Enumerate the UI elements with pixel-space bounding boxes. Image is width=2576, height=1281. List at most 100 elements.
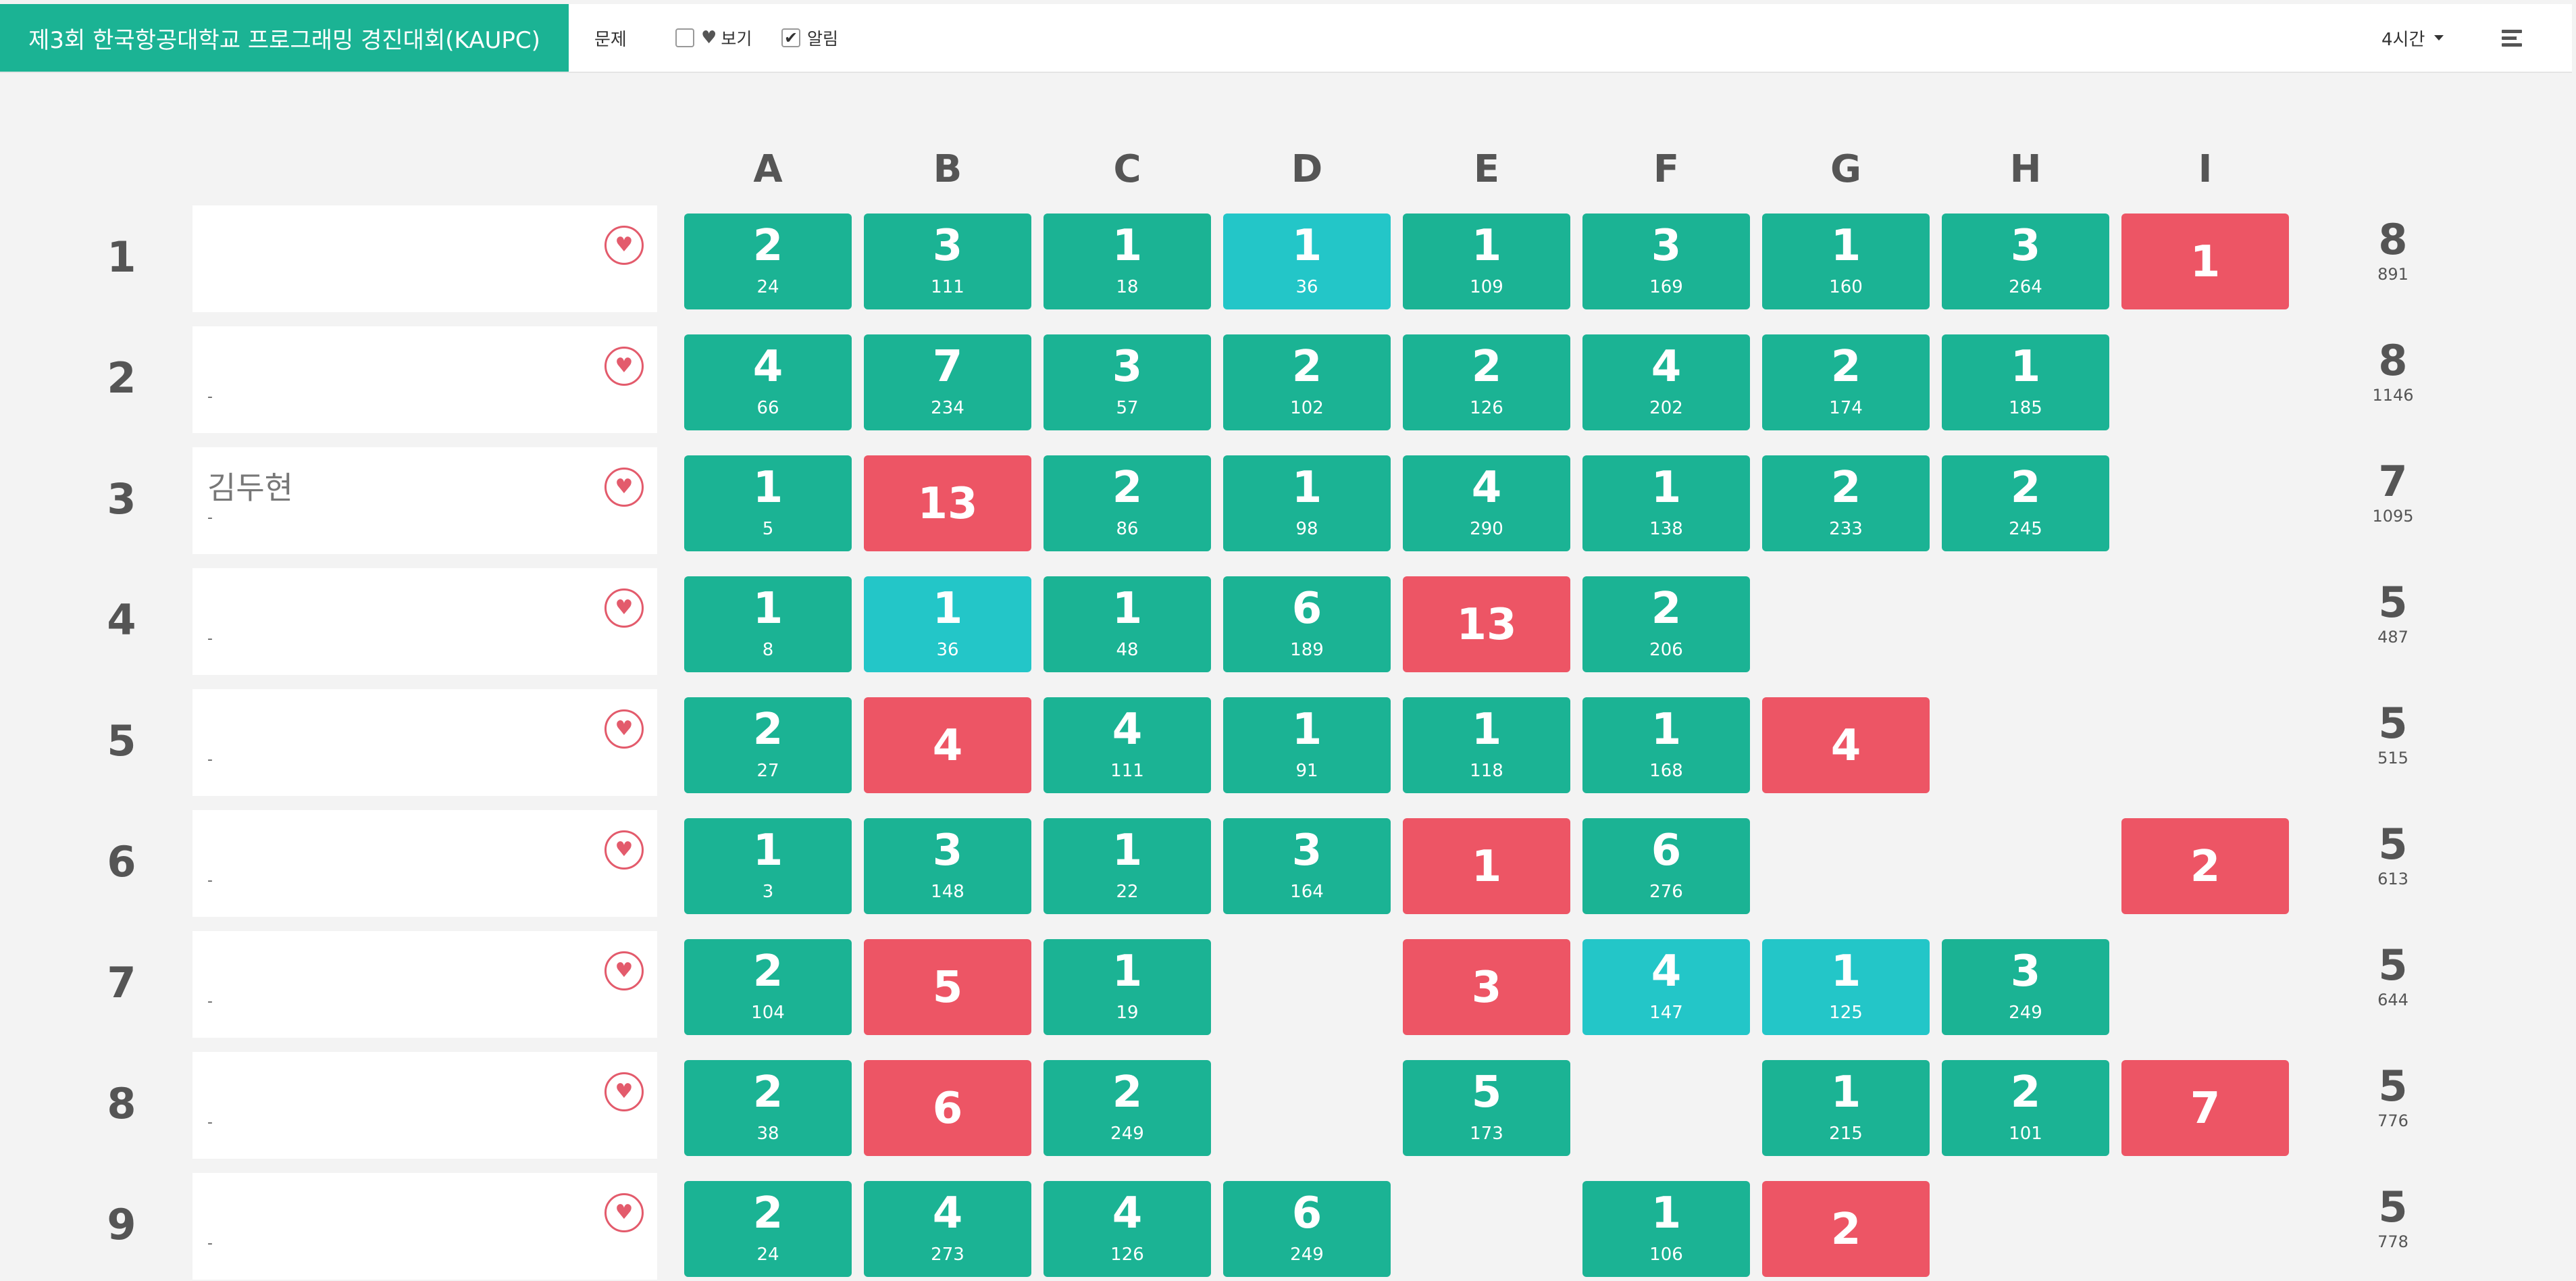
problem-cell-c[interactable]: 1 19 <box>1044 939 1211 1035</box>
problem-cell-e[interactable]: 3 <box>1403 939 1570 1035</box>
problem-cell-b[interactable]: 5 <box>864 939 1031 1035</box>
problem-cell-f[interactable]: 4 202 <box>1582 334 1750 430</box>
problem-cell-f[interactable]: 3 169 <box>1582 214 1750 309</box>
favorite-heart-icon[interactable]: ♥ <box>604 1072 644 1111</box>
problem-cell-a[interactable]: 2 38 <box>684 1060 852 1156</box>
problem-cell-b[interactable]: 7 234 <box>864 334 1031 430</box>
alarm-toggle[interactable]: ✔ 알림 <box>781 4 838 72</box>
problem-cell-d[interactable]: 6 249 <box>1223 1181 1391 1277</box>
penalty-time: 644 <box>2377 990 2408 1009</box>
favorite-heart-icon[interactable]: ♥ <box>604 468 644 507</box>
rank: 5 <box>107 716 136 765</box>
problem-cell-g[interactable]: 2 <box>1762 1181 1930 1277</box>
problem-cell-b[interactable]: 3 148 <box>864 818 1031 914</box>
problem-cell-a[interactable]: 2 24 <box>684 1181 852 1277</box>
problem-cell-b[interactable]: 1 36 <box>864 576 1031 672</box>
problem-cell-d[interactable]: 6 189 <box>1223 576 1391 672</box>
problem-header-b[interactable]: B <box>933 147 962 191</box>
problem-header-i[interactable]: I <box>2198 147 2213 191</box>
favorite-heart-icon[interactable]: ♥ <box>604 588 644 628</box>
problem-cell-a[interactable]: 2 104 <box>684 939 852 1035</box>
favorite-heart-icon[interactable]: ♥ <box>604 709 644 749</box>
problem-cell-d[interactable]: 1 36 <box>1223 214 1391 309</box>
favorite-heart-icon[interactable]: ♥ <box>604 830 644 870</box>
problem-cell-c[interactable]: 4 111 <box>1044 697 1211 793</box>
problems-menu[interactable]: 문제 <box>594 29 627 50</box>
table-row: 8- ♥ 5 776 2 38 6 2 249 5 173 1 215 2 101 7 <box>0 1052 2576 1160</box>
time-dropdown[interactable]: 4시간 <box>2381 4 2444 72</box>
list-menu-icon[interactable] <box>2502 30 2522 47</box>
problem-header-g[interactable]: G <box>1830 147 1861 191</box>
attempt-count: 2 <box>752 221 783 271</box>
problem-cell-g[interactable]: 1 215 <box>1762 1060 1930 1156</box>
problem-cell-h[interactable]: 3 264 <box>1942 214 2109 309</box>
problem-cell-i[interactable]: 2 <box>2121 818 2289 914</box>
problem-cell-h[interactable]: 2 101 <box>1942 1060 2109 1156</box>
problem-cell-b[interactable]: 4 <box>864 697 1031 793</box>
problem-cell-e[interactable]: 13 <box>1403 576 1570 672</box>
problem-cell-c[interactable]: 1 48 <box>1044 576 1211 672</box>
problem-cell-i[interactable]: 1 <box>2121 214 2289 309</box>
attempt-count: 2 <box>1830 342 1861 392</box>
problem-cell-e[interactable]: 5 173 <box>1403 1060 1570 1156</box>
problem-cell-a[interactable]: 4 66 <box>684 334 852 430</box>
problem-cell-b[interactable]: 6 <box>864 1060 1031 1156</box>
problem-cell-a[interactable]: 2 27 <box>684 697 852 793</box>
problem-cell-e[interactable]: 1 109 <box>1403 214 1570 309</box>
problem-cell-f[interactable]: 1 168 <box>1582 697 1750 793</box>
problem-cell-g[interactable]: 1 125 <box>1762 939 1930 1035</box>
problem-header-d[interactable]: D <box>1291 147 1323 191</box>
problem-cell-e[interactable]: 2 126 <box>1403 334 1570 430</box>
problem-cell-g[interactable]: 2 174 <box>1762 334 1930 430</box>
problem-header-h[interactable]: H <box>2009 147 2042 191</box>
problem-cell-c[interactable]: 1 18 <box>1044 214 1211 309</box>
problem-header-c[interactable]: C <box>1113 147 1141 191</box>
problem-cell-f[interactable]: 4 147 <box>1582 939 1750 1035</box>
problem-cell-h[interactable]: 3 249 <box>1942 939 2109 1035</box>
problem-cell-c[interactable]: 2 86 <box>1044 455 1211 551</box>
problem-cell-f[interactable]: 1 106 <box>1582 1181 1750 1277</box>
penalty-time: 1146 <box>2372 386 2414 405</box>
problem-cell-d[interactable]: 2 102 <box>1223 334 1391 430</box>
problem-cell-b[interactable]: 4 273 <box>864 1181 1031 1277</box>
problem-cell-g[interactable]: 2 233 <box>1762 455 1930 551</box>
problem-header-a[interactable]: A <box>753 147 783 191</box>
problem-cell-d[interactable]: 3 164 <box>1223 818 1391 914</box>
table-row: 1 ♥ 8 891 2 24 3 111 1 18 1 36 1 109 3 169 1 160 3 264 1 <box>0 205 2576 313</box>
problem-cell-g[interactable]: 1 160 <box>1762 214 1930 309</box>
problem-cell-f[interactable]: 2 206 <box>1582 576 1750 672</box>
problem-cell-c[interactable]: 3 57 <box>1044 334 1211 430</box>
problem-cell-c[interactable]: 2 249 <box>1044 1060 1211 1156</box>
favorite-heart-icon[interactable]: ♥ <box>604 951 644 990</box>
problem-cell-c[interactable]: 4 126 <box>1044 1181 1211 1277</box>
problem-header-e[interactable]: E <box>1473 147 1500 191</box>
problem-cell-h[interactable]: 1 185 <box>1942 334 2109 430</box>
contest-title[interactable]: 제3회 한국항공대학교 프로그래밍 경진대회(KAUPC) <box>0 4 569 72</box>
view-favorites-toggle[interactable]: ♥ 보기 <box>675 4 752 72</box>
problem-cell-d[interactable]: 1 98 <box>1223 455 1391 551</box>
problem-cell-e[interactable]: 1 <box>1403 818 1570 914</box>
problem-cell-f[interactable]: 6 276 <box>1582 818 1750 914</box>
favorite-heart-icon[interactable]: ♥ <box>604 1193 644 1232</box>
problem-cell-a[interactable]: 2 24 <box>684 214 852 309</box>
team-affiliation: - <box>207 388 213 405</box>
problem-cell-c[interactable]: 1 22 <box>1044 818 1211 914</box>
problem-cell-e[interactable]: 1 118 <box>1403 697 1570 793</box>
problem-cell-d[interactable]: 1 91 <box>1223 697 1391 793</box>
problem-cell-b[interactable]: 3 111 <box>864 214 1031 309</box>
problem-cell-f[interactable]: 1 138 <box>1582 455 1750 551</box>
problem-cell-b[interactable]: 13 <box>864 455 1031 551</box>
favorite-heart-icon[interactable]: ♥ <box>604 226 644 265</box>
team-card: - ♥ <box>192 1052 657 1159</box>
problem-cell-g[interactable]: 4 <box>1762 697 1930 793</box>
problem-cell-i[interactable]: 7 <box>2121 1060 2289 1156</box>
favorite-heart-icon[interactable]: ♥ <box>604 347 644 386</box>
problem-header-f[interactable]: F <box>1653 147 1680 191</box>
alarm-checkbox[interactable]: ✔ <box>781 28 800 47</box>
problem-cell-e[interactable]: 4 290 <box>1403 455 1570 551</box>
view-checkbox[interactable] <box>675 28 694 47</box>
problem-cell-h[interactable]: 2 245 <box>1942 455 2109 551</box>
